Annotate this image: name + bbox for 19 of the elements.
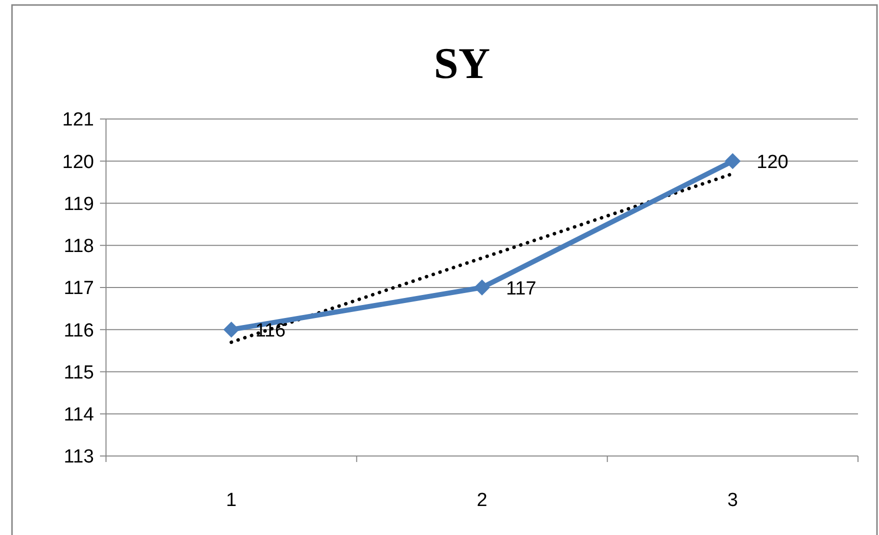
y-tick-label: 121 (62, 110, 94, 131)
chart-title: SY (434, 39, 490, 88)
y-tick-label: 120 (62, 152, 94, 173)
point (724, 153, 741, 170)
y-tick-label: 113 (64, 446, 94, 468)
y-tick-label: 117 (64, 278, 94, 300)
data-label: 117 (506, 278, 536, 300)
point (474, 280, 490, 296)
y-tick-label: 114 (64, 404, 94, 426)
y-tick-label: 115 (64, 362, 94, 384)
x-tick-label: 2 (476, 490, 488, 511)
y-tick-label: 116 (64, 320, 94, 342)
point (223, 322, 240, 338)
y-tick-label: 119 (64, 194, 94, 215)
data-label: 116 (255, 320, 286, 342)
x-tick-label: 1 (226, 490, 237, 511)
x-tick-label: 3 (727, 490, 738, 511)
data-label: 120 (756, 152, 788, 174)
y-tick-label: 118 (64, 236, 94, 258)
